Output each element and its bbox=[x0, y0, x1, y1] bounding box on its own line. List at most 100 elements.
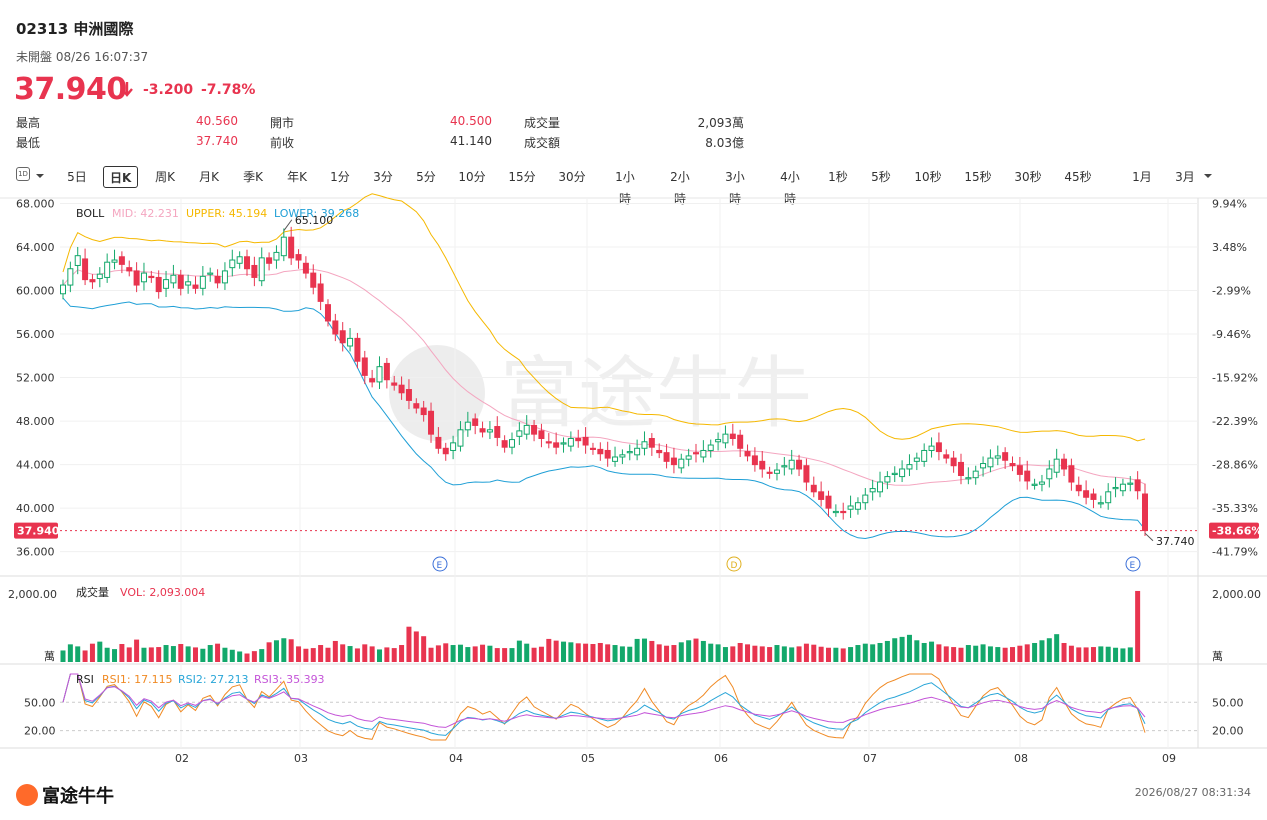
timeframe-tab[interactable]: 1秒 bbox=[828, 170, 848, 184]
timeframe-tab[interactable]: 3分 bbox=[373, 170, 393, 184]
x-tick-label: 02 bbox=[175, 752, 189, 765]
timeframe-tab[interactable]: 周K bbox=[155, 170, 175, 184]
timeframe-tab[interactable]: 2小時 bbox=[670, 170, 690, 206]
timeframe-tab[interactable]: 5日 bbox=[67, 170, 87, 184]
candle-body bbox=[361, 357, 368, 376]
volume-bar bbox=[575, 643, 581, 662]
volume-bar bbox=[377, 649, 383, 662]
stat-value: 8.03億 bbox=[705, 136, 744, 150]
candle-body bbox=[759, 460, 766, 470]
rsi1-line bbox=[62, 673, 1146, 741]
candle-body bbox=[553, 442, 560, 448]
timeframe-tab[interactable]: 15秒 bbox=[964, 170, 992, 184]
timeframe-tab[interactable]: 月K bbox=[199, 170, 219, 184]
timeframe-tab[interactable]: 5秒 bbox=[871, 170, 891, 184]
candle-body bbox=[96, 273, 103, 280]
candle-body bbox=[207, 272, 214, 275]
boll-legend-mid: MID: 42.231 bbox=[112, 207, 179, 220]
candle-body bbox=[707, 444, 714, 451]
candle-body bbox=[89, 279, 96, 283]
candle-body bbox=[766, 471, 773, 474]
volume-bar bbox=[82, 650, 88, 662]
candle-body bbox=[700, 449, 707, 458]
candle-body bbox=[781, 465, 788, 468]
volume-bar bbox=[796, 646, 802, 662]
timeframe-tab[interactable]: 10秒 bbox=[914, 170, 942, 184]
candle-body bbox=[192, 284, 199, 289]
volume-bar bbox=[737, 642, 743, 662]
chevron-down-icon[interactable] bbox=[35, 172, 45, 180]
y-tick-label-pct: -2.99% bbox=[1212, 285, 1251, 298]
candle-body bbox=[339, 330, 346, 344]
y-tick-label-pct: 3.48% bbox=[1212, 241, 1247, 254]
volume-bar bbox=[222, 647, 228, 662]
candle-body bbox=[266, 257, 273, 264]
boll-lower-line bbox=[62, 297, 1146, 540]
price-change-pct: -7.78% bbox=[201, 82, 256, 98]
chevron-down-icon[interactable] bbox=[1203, 172, 1213, 180]
timeframe-tab[interactable]: 45秒 bbox=[1064, 170, 1092, 184]
market-status: 未開盤 08/26 16:07:37 bbox=[16, 50, 149, 64]
volume-bar bbox=[1113, 647, 1119, 662]
timeframe-menu-icon[interactable]: 1D bbox=[16, 167, 30, 181]
candle-body bbox=[847, 505, 854, 510]
volume-bar bbox=[767, 647, 773, 662]
volume-bar bbox=[75, 646, 81, 662]
volume-bar bbox=[1002, 647, 1008, 662]
candle-body bbox=[229, 259, 236, 269]
volume-bar bbox=[877, 642, 883, 662]
volume-bar bbox=[524, 643, 530, 662]
timeframe-tab[interactable]: 1分 bbox=[330, 170, 350, 184]
volume-bar bbox=[1032, 642, 1038, 662]
volume-bar bbox=[1046, 638, 1052, 662]
timeframe-tab[interactable]: 1小時 bbox=[615, 170, 635, 206]
timeframe-tab[interactable]: 30秒 bbox=[1014, 170, 1042, 184]
volume-bar bbox=[457, 644, 463, 662]
volume-bar bbox=[722, 647, 728, 662]
volume-bar bbox=[340, 644, 346, 662]
high-label: 65.100 bbox=[295, 214, 334, 227]
candle-body bbox=[369, 378, 376, 383]
candle-body bbox=[854, 502, 861, 510]
boll-mid-line bbox=[62, 268, 1146, 486]
candle-body bbox=[1075, 484, 1082, 492]
candle-body bbox=[1097, 502, 1104, 505]
candle-body bbox=[972, 470, 979, 479]
timeframe-tab[interactable]: 3小時 bbox=[725, 170, 745, 206]
timeframe-tab[interactable]: 4小時 bbox=[780, 170, 800, 206]
timeframe-tab[interactable]: 30分 bbox=[558, 170, 586, 184]
timeframe-tab[interactable]: 日K bbox=[103, 166, 139, 188]
candle-body bbox=[832, 510, 839, 514]
volume-bar bbox=[583, 643, 589, 662]
low-label: 37.740 bbox=[1156, 535, 1195, 548]
volume-bar bbox=[428, 647, 434, 662]
volume-bar bbox=[1105, 646, 1111, 662]
timeframe-tab[interactable]: 1月 bbox=[1132, 170, 1152, 184]
timeframe-tab[interactable]: 15分 bbox=[508, 170, 536, 184]
candle-body bbox=[163, 279, 170, 289]
event-marker bbox=[432, 556, 448, 572]
candle-body bbox=[1002, 452, 1009, 461]
volume-bar bbox=[803, 643, 809, 662]
timeframe-tab[interactable]: 3月 bbox=[1175, 170, 1195, 184]
volume-bar bbox=[170, 646, 176, 662]
candle-body bbox=[148, 275, 155, 279]
candle-body bbox=[980, 463, 987, 469]
timeframe-tab[interactable]: 年K bbox=[287, 170, 307, 184]
volume-bar bbox=[443, 643, 449, 662]
volume-bar bbox=[811, 644, 817, 662]
current-price-tag-bg bbox=[14, 522, 58, 539]
timeframe-tab[interactable]: 10分 bbox=[458, 170, 486, 184]
candle-body bbox=[516, 430, 523, 437]
rsi-tick: 20.00 bbox=[24, 725, 56, 738]
timeframe-tab[interactable]: 季K bbox=[243, 170, 263, 184]
volume-bar bbox=[649, 640, 655, 662]
low-pointer bbox=[1144, 532, 1154, 542]
candle-body bbox=[1053, 458, 1060, 473]
stat-label: 成交額 bbox=[524, 136, 561, 150]
brand-logo: 富途牛牛 bbox=[16, 782, 114, 808]
volume-bar bbox=[369, 646, 375, 662]
volume-unit-right: 萬 bbox=[1212, 650, 1223, 663]
timeframe-tab[interactable]: 5分 bbox=[416, 170, 436, 184]
